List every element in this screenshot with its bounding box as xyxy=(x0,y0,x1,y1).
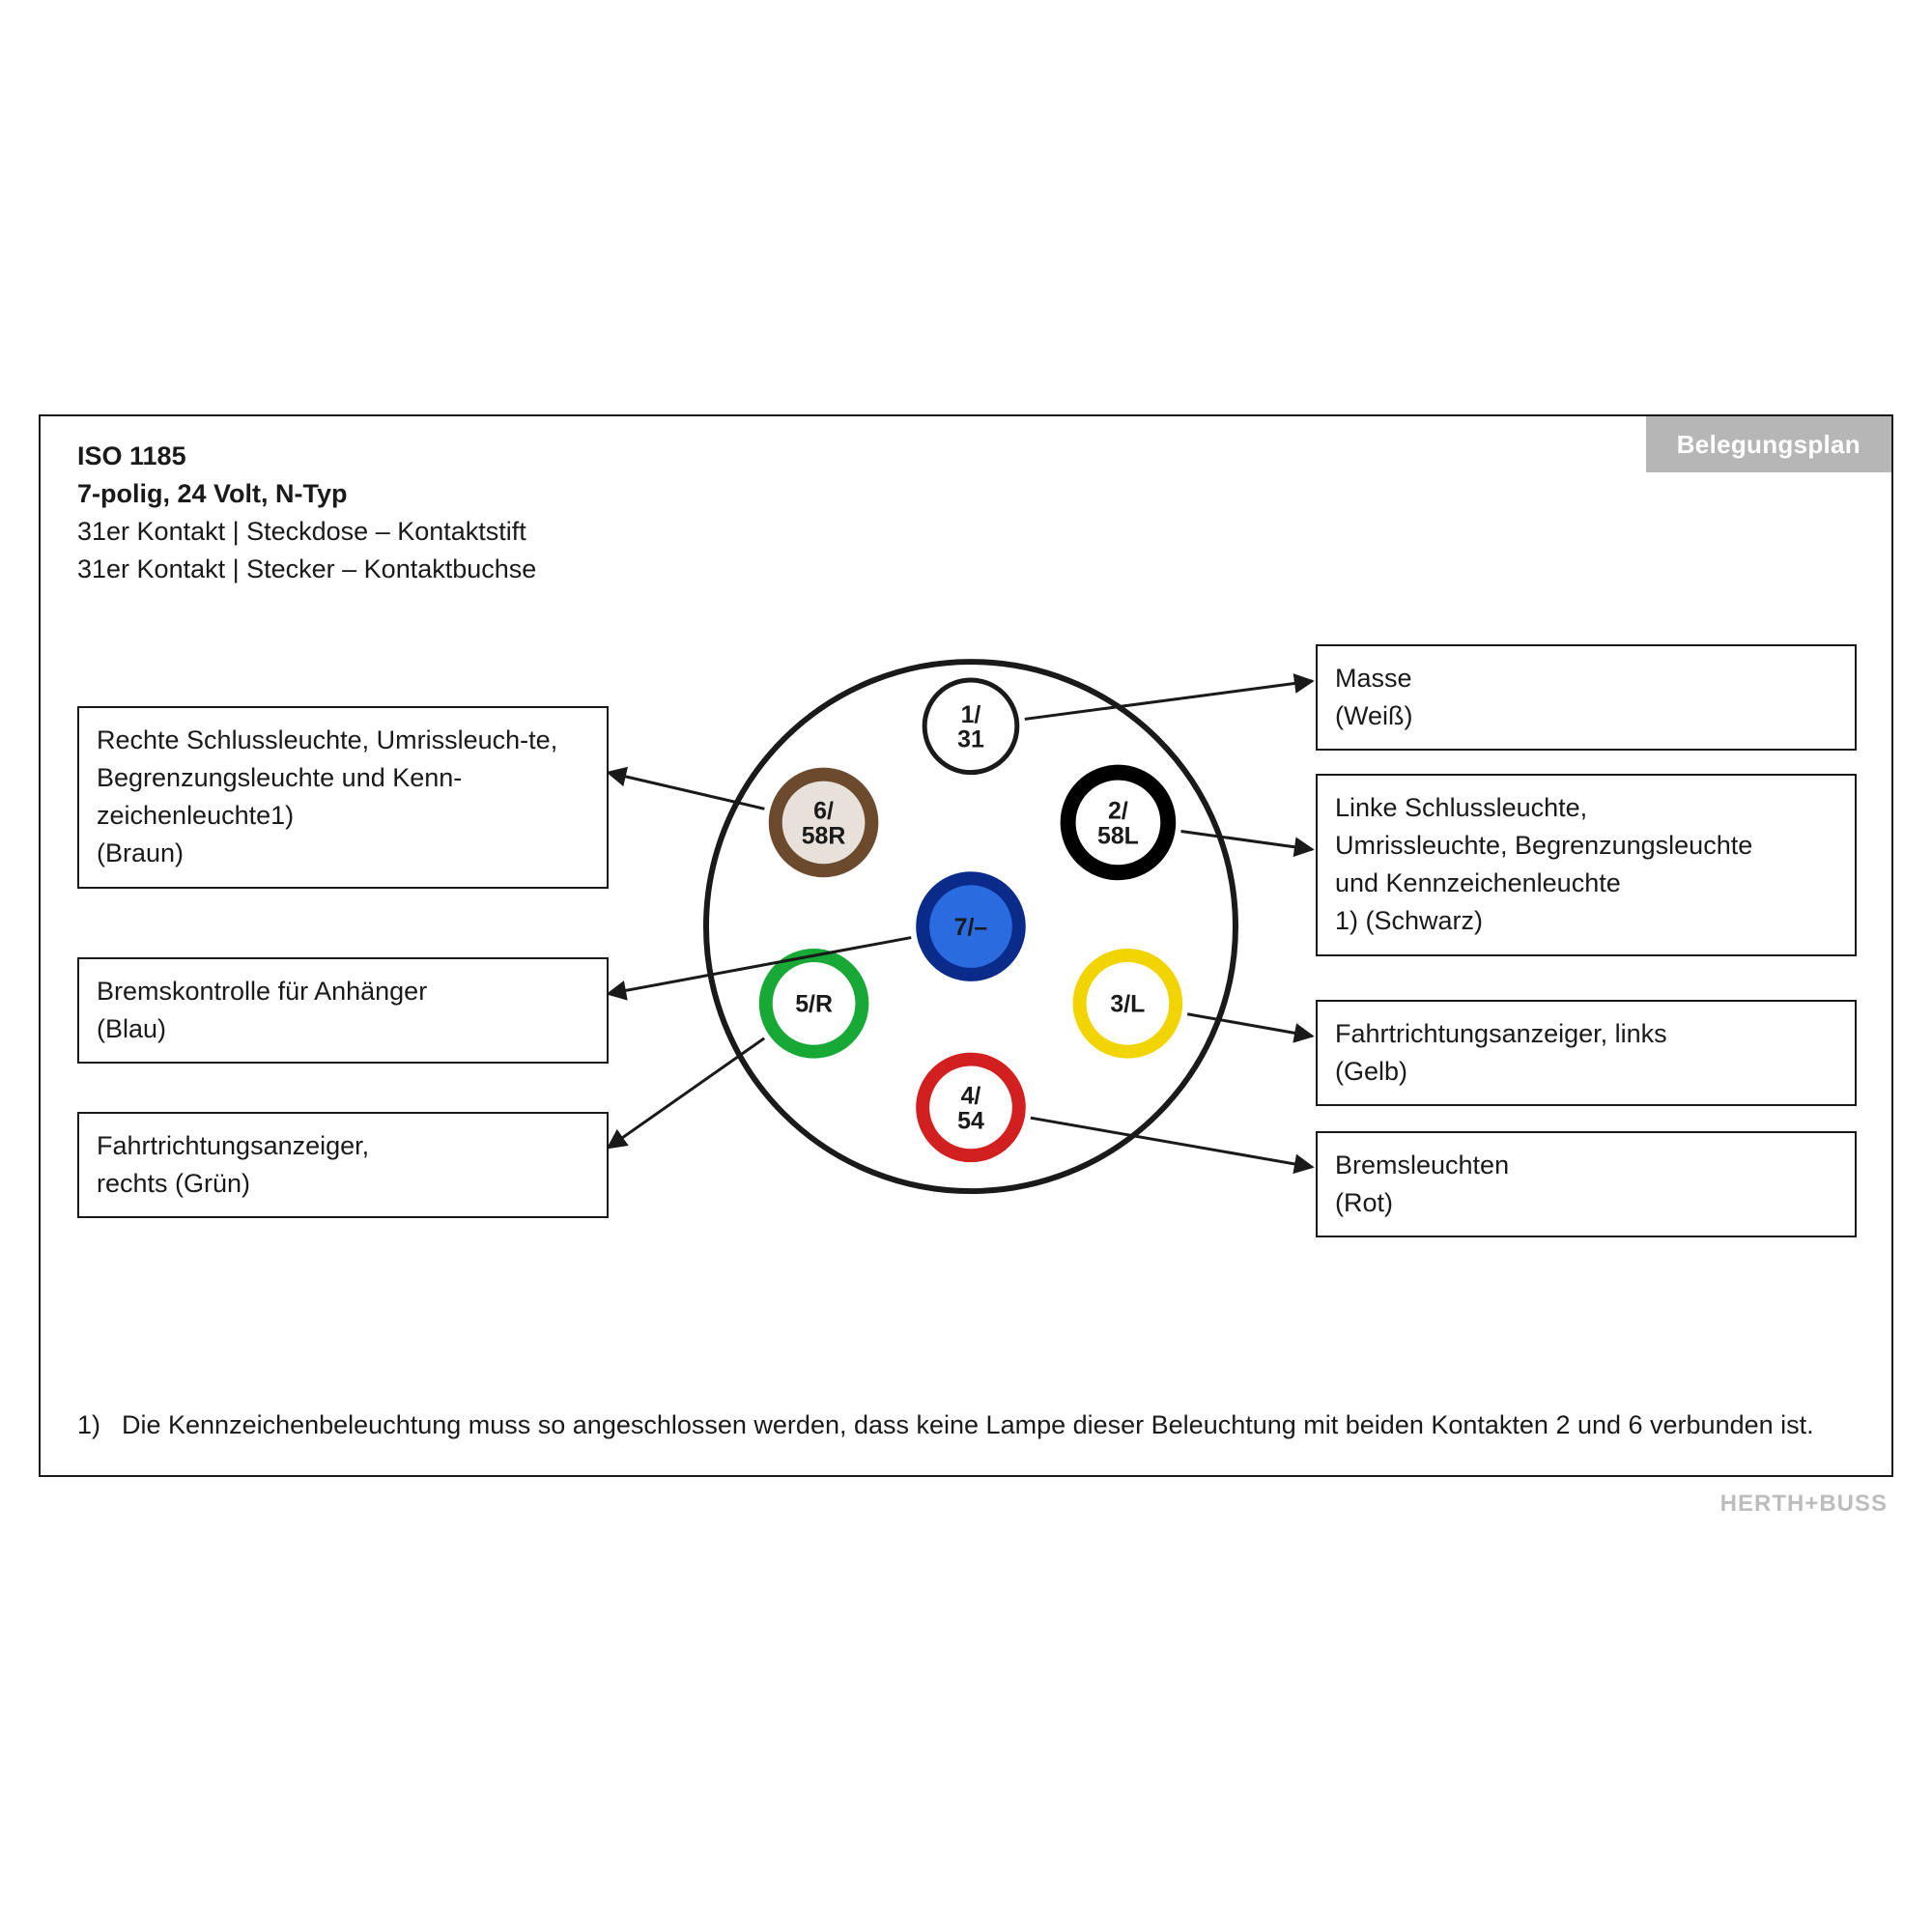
svg-text:4/: 4/ xyxy=(961,1082,981,1109)
svg-text:31: 31 xyxy=(957,726,984,753)
label-R2: Linke Schlussleuchte,Umrissleuchte, Begr… xyxy=(1316,774,1857,956)
svg-text:5/R: 5/R xyxy=(795,991,833,1018)
svg-text:58L: 58L xyxy=(1097,822,1139,849)
footnote: 1) Die Kennzeichenbeleuchtung muss so an… xyxy=(77,1406,1855,1446)
label-R1: Masse(Weiß) xyxy=(1316,644,1857,751)
label-L6: Rechte Schlussleuchte, Umrissleuch-te, B… xyxy=(77,706,609,889)
label-R3: Fahrtrichtungsanzeiger, links(Gelb) xyxy=(1316,1000,1857,1106)
label-L7: Bremskontrolle für Anhänger(Blau) xyxy=(77,957,609,1064)
svg-text:3/L: 3/L xyxy=(1110,991,1145,1018)
label-R4: Bremsleuchten(Rot) xyxy=(1316,1131,1857,1237)
svg-text:1/: 1/ xyxy=(961,701,981,728)
brand-mark: HERTH+BUSS xyxy=(39,1477,1893,1518)
svg-text:7/–: 7/– xyxy=(954,914,988,941)
label-L5: Fahrtrichtungsanzeiger,rechts (Grün) xyxy=(77,1112,609,1218)
svg-text:6/: 6/ xyxy=(813,797,834,824)
footnote-num: 1) xyxy=(77,1406,122,1446)
svg-text:58R: 58R xyxy=(802,822,846,849)
footnote-text: Die Kennzeichenbeleuchtung muss so anges… xyxy=(122,1406,1814,1446)
svg-text:2/: 2/ xyxy=(1108,797,1128,824)
diagram-frame: Belegungsplan ISO 1185 7-polig, 24 Volt,… xyxy=(39,414,1893,1477)
sheet: Belegungsplan ISO 1185 7-polig, 24 Volt,… xyxy=(39,414,1893,1518)
svg-text:54: 54 xyxy=(957,1107,984,1134)
